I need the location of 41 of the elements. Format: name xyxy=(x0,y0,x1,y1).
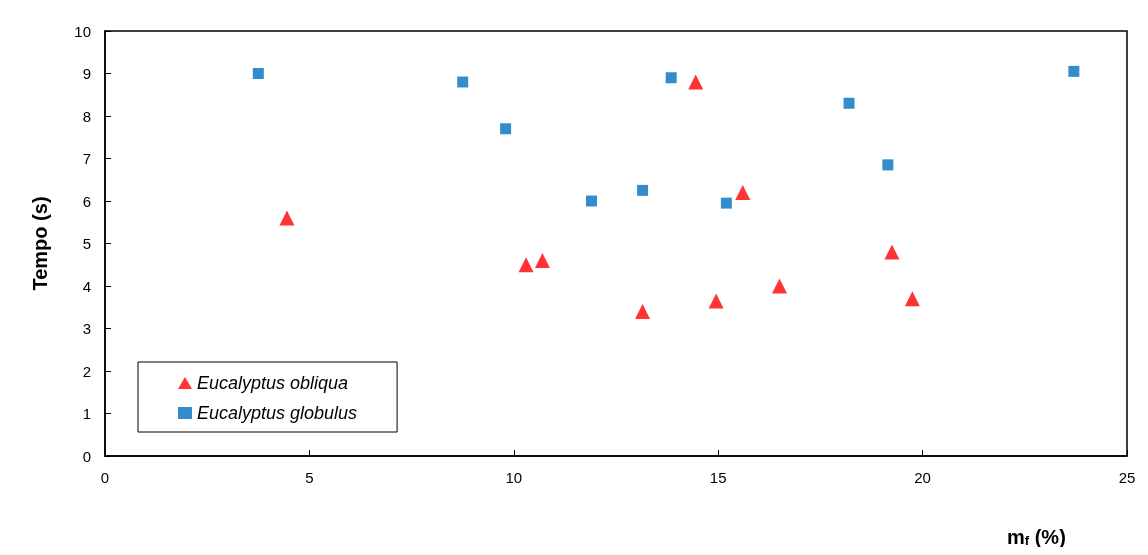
point xyxy=(457,76,469,88)
point xyxy=(534,253,550,268)
point xyxy=(708,293,724,309)
point xyxy=(635,304,651,319)
x-tick-label: 10 xyxy=(505,469,523,486)
point xyxy=(279,210,295,226)
y-tick-label: 1 xyxy=(82,405,91,422)
legend-label: Eucalyptus globulus xyxy=(197,403,358,423)
point xyxy=(688,74,704,90)
y-tick-label: 3 xyxy=(82,320,91,337)
point xyxy=(252,68,264,79)
x-tick-label: 5 xyxy=(305,469,314,486)
point xyxy=(735,185,751,200)
point xyxy=(882,159,894,171)
x-tick-label: 15 xyxy=(709,469,727,486)
point xyxy=(637,184,649,196)
y-tick-label: 10 xyxy=(74,22,91,40)
y-axis-title: Tempo (s) xyxy=(29,196,51,291)
y-tick-label: 4 xyxy=(82,277,91,295)
point xyxy=(720,197,732,209)
x-axis-title: mf (%) xyxy=(1007,525,1066,548)
y-tick-label: 9 xyxy=(82,65,91,82)
legend-label: Eucalyptus obliqua xyxy=(197,373,349,393)
point xyxy=(843,97,855,109)
point xyxy=(518,257,534,273)
point xyxy=(500,123,512,135)
point xyxy=(772,278,788,294)
point xyxy=(884,244,900,260)
x-tick-label: 20 xyxy=(914,469,931,486)
y-tick-label: 7 xyxy=(82,150,91,167)
y-tick-label: 6 xyxy=(82,192,91,210)
point xyxy=(585,195,597,207)
y-tick-label: 2 xyxy=(82,362,91,380)
point xyxy=(1068,65,1080,77)
y-tick-label: 8 xyxy=(82,107,91,125)
y-tick-label: 0 xyxy=(82,447,91,465)
point xyxy=(665,72,677,84)
point xyxy=(904,291,920,307)
x-tick-label: 0 xyxy=(100,469,110,486)
y-tick-label: 5 xyxy=(82,235,91,252)
x-tick-label: 25 xyxy=(1118,469,1136,486)
